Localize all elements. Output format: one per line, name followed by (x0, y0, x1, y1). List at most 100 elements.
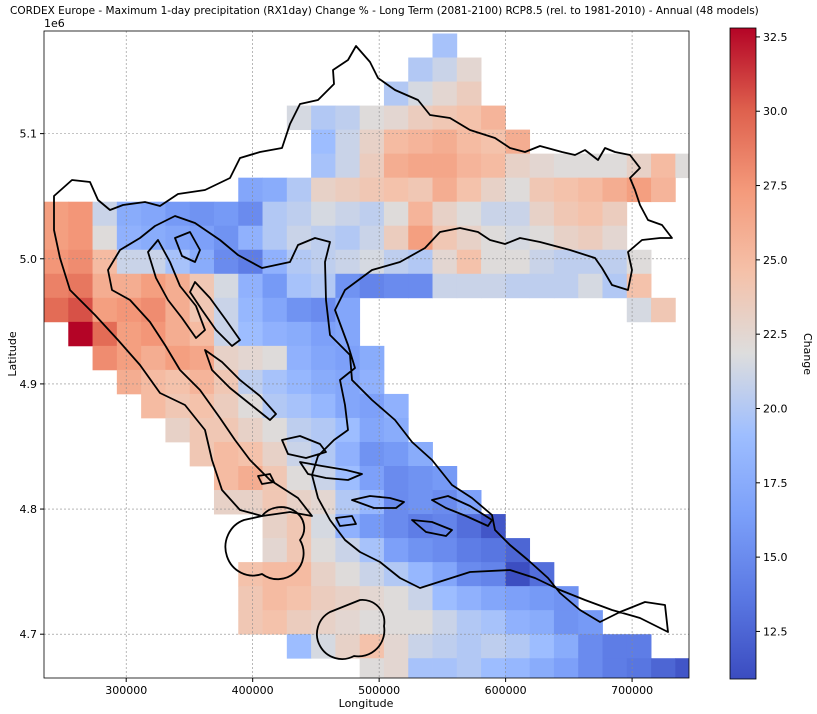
x-tick-label: 500000 (358, 684, 400, 697)
heatmap-cell (286, 466, 312, 491)
heatmap-cell (432, 273, 458, 299)
axes-frame (43, 30, 690, 679)
heatmap-cell (311, 417, 336, 443)
heatmap-cell (92, 297, 118, 323)
y-tick-label: 4.7 (20, 628, 38, 641)
heatmap-cell (311, 321, 336, 347)
heatmap-cell (262, 514, 288, 539)
heatmap-cell (189, 417, 215, 443)
heatmap-cell (408, 538, 433, 563)
heatmap-cell (408, 129, 433, 155)
heatmap-cell (311, 610, 336, 635)
x-tick-label: 700000 (611, 684, 653, 697)
heatmap-cell (529, 634, 555, 659)
heatmap-cell (335, 249, 361, 275)
heatmap-cell (408, 634, 433, 659)
heatmap-cell (286, 369, 312, 395)
heatmap-cell (262, 297, 288, 323)
heatmap-cell (262, 273, 288, 299)
heatmap-cell (383, 538, 409, 563)
heatmap-cell (116, 249, 142, 275)
heatmap-cell (286, 610, 312, 635)
heatmap-cell (383, 249, 409, 275)
heatmap-cell (383, 441, 409, 467)
x-axis-label: Longitude (339, 697, 394, 710)
island-korcula-outline (351, 495, 405, 509)
heatmap-cell (238, 177, 263, 203)
heatmap-cell (481, 634, 506, 659)
heatmap-cell (311, 129, 336, 155)
heatmap-cell (92, 225, 118, 251)
heatmap-cell (383, 225, 409, 251)
island-brac-outline (281, 435, 327, 459)
heatmap-cell (408, 610, 433, 635)
heatmap-cell (456, 273, 482, 299)
heatmap-cell (627, 706, 652, 714)
heatmap-cell (481, 610, 506, 635)
heatmap-cell (262, 369, 288, 395)
colorbar-tick-label: 15.0 (763, 551, 788, 564)
heatmap-cells (44, 33, 689, 714)
heatmap-cell (286, 393, 312, 419)
heatmap-cell (529, 610, 555, 635)
heatmap-cell (578, 201, 603, 227)
heatmap-cell (626, 658, 652, 678)
heatmap-cell (432, 81, 458, 106)
heatmap-cell (383, 201, 409, 227)
heatmap-cell (335, 345, 361, 371)
heatmap-cell (578, 610, 603, 635)
heatmap-cell (335, 153, 361, 179)
island-lastovo-outline (335, 515, 357, 527)
heatmap-cell (408, 586, 433, 611)
heatmap-cell (44, 201, 69, 227)
heatmap-cell (481, 153, 506, 179)
heatmap-cell (286, 177, 312, 203)
heatmap-cell (456, 201, 482, 227)
heatmap-cell (141, 321, 166, 347)
colorbar-tick-label: 25.0 (763, 254, 788, 267)
heatmap-cell (213, 321, 239, 347)
heatmap-cell (505, 610, 531, 635)
heatmap-cell (213, 441, 239, 467)
heatmap-cell (238, 441, 263, 467)
heatmap-cell (553, 634, 579, 659)
heatmap-cell (311, 538, 336, 563)
heatmap-cell (529, 249, 555, 275)
heatmap-cell (408, 201, 433, 227)
heatmap-cell (408, 249, 433, 275)
heatmap-cell (408, 490, 433, 515)
heatmap-cell (286, 105, 312, 131)
heatmap-cell (359, 634, 385, 659)
heatmap-cell (530, 682, 555, 706)
heatmap-cell (359, 393, 385, 419)
heatmap-cell (408, 273, 433, 299)
heatmap-cell (456, 249, 482, 275)
heatmap-cell (141, 273, 166, 299)
heatmap-cell (335, 273, 361, 299)
heatmap-cell (311, 105, 336, 131)
heatmap-cell (553, 610, 579, 635)
chart-title: CORDEX Europe - Maximum 1-day precipitat… (10, 5, 759, 17)
heatmap-cell (383, 129, 409, 155)
heatmap-cell (286, 225, 312, 251)
heatmap-cell (456, 658, 482, 678)
colorbar-tick-label: 17.5 (763, 477, 788, 490)
heatmap-cell (238, 297, 263, 323)
heatmap-cell (311, 153, 336, 179)
heatmap-cell (359, 514, 385, 539)
heatmap-cell (481, 586, 506, 611)
heatmap-cell (165, 201, 191, 227)
heatmap-cell (481, 177, 506, 203)
heatmap-cell (432, 610, 458, 635)
island-dugi-otok-outline (204, 349, 277, 421)
heatmap-cell (456, 538, 482, 563)
heatmap-cell (481, 538, 506, 563)
heatmap-cell (141, 369, 166, 395)
heatmap-cell (408, 562, 433, 587)
heatmap-cell (335, 105, 361, 131)
heatmap-cell (44, 249, 69, 275)
heatmap-cell (262, 562, 288, 587)
heatmap-cell (359, 177, 385, 203)
colorbar-tick-label: 32.5 (763, 31, 788, 44)
heatmap-cell (554, 682, 579, 706)
